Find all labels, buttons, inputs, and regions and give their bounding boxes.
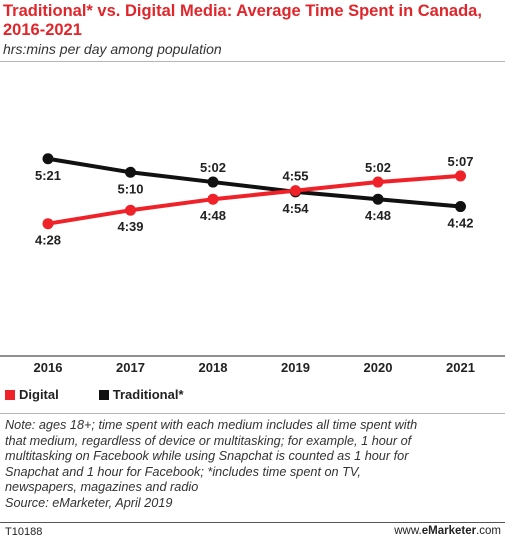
note-line: that medium, regardless of device or mul…	[5, 433, 412, 448]
line-chart: 2016 2017 2018 2019 2020 2021 4:28 4:39 4:48 4:55…	[0, 153, 505, 375]
data-point-digital	[125, 204, 136, 216]
data-label-digital: 4:55	[282, 169, 308, 184]
data-label-digital: 4:48	[200, 208, 226, 223]
site-prefix: www.	[394, 525, 422, 537]
note-line: newspapers, magazines and radio	[5, 480, 199, 495]
data-point-traditional	[372, 193, 384, 205]
legend: Digital Traditional*	[5, 387, 224, 402]
data-label-digital: 4:39	[117, 219, 143, 234]
note-line: Snapchat and 1 hour for Facebook; *inclu…	[5, 464, 361, 479]
x-tick-label: 2016	[34, 360, 63, 375]
site-brand: eMarketer	[421, 525, 477, 537]
data-label-traditional: 4:54	[282, 201, 309, 216]
x-tick-label: 2019	[281, 360, 310, 375]
legend-item-traditional: Traditional*	[98, 387, 184, 402]
x-tick-label: 2020	[364, 360, 393, 375]
data-label-traditional: 5:10	[117, 181, 143, 196]
site-link[interactable]: www.eMarketer.com	[394, 525, 501, 537]
series-line-traditional	[46, 156, 463, 209]
source-line: Source: eMarketer, April 2019	[5, 495, 173, 510]
notes-divider	[0, 413, 505, 414]
data-label-digital: 5:07	[447, 154, 473, 169]
footer-divider	[0, 522, 505, 523]
data-point-digital	[290, 185, 301, 197]
series-line-digital	[46, 173, 463, 226]
data-point-digital	[42, 218, 54, 230]
data-label-traditional: 5:02	[200, 160, 226, 175]
data-label-digital: 5:02	[365, 160, 391, 175]
note-line: multitasking on Facebook while using Sna…	[5, 449, 409, 464]
data-point-traditional	[455, 201, 466, 213]
legend-label-traditional: Traditional*	[112, 387, 184, 402]
chart-title: Traditional* vs. Digital Media: Average …	[3, 2, 482, 39]
chart-id: T10188	[5, 526, 43, 538]
x-tick-label: 2021	[446, 360, 475, 375]
x-tick-label: 2018	[199, 360, 228, 375]
x-tick-label: 2017	[116, 360, 145, 375]
data-label-traditional: 4:48	[365, 208, 391, 223]
data-point-traditional	[42, 153, 54, 165]
data-label-traditional: 4:42	[447, 216, 473, 231]
data-point-traditional	[125, 166, 136, 178]
traditional-swatch-icon	[98, 389, 109, 400]
data-label-digital: 4:28	[35, 233, 61, 248]
legend-item-digital: Digital	[5, 387, 59, 402]
data-point-digital	[455, 170, 466, 182]
legend-label-digital: Digital	[19, 387, 59, 402]
site-suffix: .com	[476, 525, 501, 537]
digital-swatch-icon	[5, 389, 15, 400]
data-point-traditional	[207, 176, 219, 188]
notes: Note: ages 18+; time spent with each med…	[5, 418, 501, 512]
chart-subtitle: hrs:mins per day among population	[3, 41, 222, 57]
data-point-digital	[372, 176, 384, 188]
note-line: Note: ages 18+; time spent with each med…	[5, 418, 418, 432]
data-label-traditional: 5:21	[35, 168, 61, 183]
data-point-digital	[207, 193, 219, 205]
header-divider	[0, 61, 505, 62]
